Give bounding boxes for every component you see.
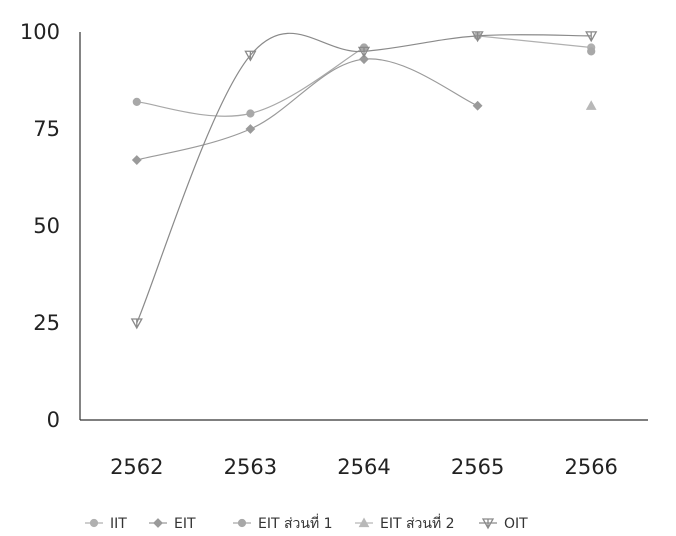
legend-label: EIT [174,516,196,532]
y-tick-label: 100 [20,20,60,44]
data-point [132,97,141,106]
legend-item: IIT [85,516,127,532]
legend-marker [89,518,99,528]
data-point [131,155,142,165]
legend-item: OIT [479,516,528,532]
x-tick-label: 2562 [110,455,163,479]
legend-item: EIT ส่วนที่ 2 [355,514,455,532]
data-point [585,100,597,110]
series-3 [585,100,597,110]
data-point [130,318,143,330]
data-point [471,31,484,43]
series-layer [130,31,598,330]
legend-item: EIT ส่วนที่ 1 [233,514,333,532]
y-tick-labels: 0 25 50 75 100 [20,20,60,432]
legend-item: EIT [149,516,196,532]
legend-label: EIT ส่วนที่ 2 [380,514,455,532]
data-point [245,124,256,134]
series-1 [131,54,483,165]
series-line [477,35,592,49]
legend-marker [358,517,370,528]
x-tick-label: 2565 [451,455,504,479]
series-4 [130,31,598,330]
y-tick-label: 0 [47,408,60,432]
legend-label: IIT [110,516,127,532]
legend-marker [237,518,247,528]
axes [79,32,648,421]
data-point [244,50,257,62]
legend-label: OIT [504,516,528,532]
series-line [136,32,592,324]
data-point [246,109,255,118]
x-tick-label: 2563 [224,455,277,479]
y-tick-label: 75 [33,117,60,141]
y-tick-label: 50 [33,214,60,238]
legend-marker [153,518,163,528]
data-point [587,47,596,56]
data-point [472,100,483,111]
y-tick-label: 25 [33,311,60,335]
series-line [136,58,478,161]
x-tick-label: 2564 [337,455,390,479]
data-point [359,54,369,65]
legend: IIT EIT EIT ส่วนที่ 1 EIT ส่วนที่ 2 OIT [85,514,528,532]
legend-label: EIT ส่วนที่ 1 [258,514,333,532]
x-tick-labels: 2562 2563 2564 2565 2566 [110,455,618,479]
x-tick-label: 2566 [564,455,617,479]
data-point [585,31,598,43]
data-point [357,46,371,58]
legend-marker [481,518,495,530]
